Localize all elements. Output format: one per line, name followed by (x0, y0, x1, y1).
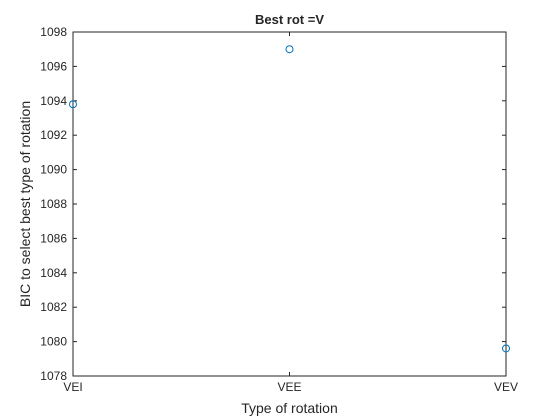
y-axis: 1078 1080 1082 1084 1086 1088 1090 1092 1094 1096… (40, 25, 506, 383)
data-point-vev (502, 344, 510, 353)
y-tick-label: 1094 (40, 94, 67, 108)
y-tick-label: 1078 (40, 369, 67, 383)
y-tick-label: 1088 (40, 197, 67, 211)
y-tick-label: 1084 (40, 266, 67, 280)
y-tick-label: 1090 (40, 163, 67, 177)
data-point-vee (285, 45, 294, 54)
data-point-vei (69, 100, 77, 109)
y-tick-label: 1092 (40, 128, 67, 142)
y-axis-label: BIC to select best type of rotation (17, 101, 33, 307)
y-tick-label: 1082 (40, 300, 67, 314)
y-tick-label: 1096 (40, 59, 67, 73)
plot-area (72, 31, 507, 377)
y-tick-label: 1080 (40, 335, 67, 349)
y-tick-label: 1098 (40, 25, 67, 39)
y-tick-label: 1086 (40, 231, 67, 245)
x-tick-label: VEI (63, 380, 82, 394)
data-series (69, 45, 510, 353)
x-axis-label: Type of rotation (241, 400, 338, 416)
chart-title: Best rot =V (255, 12, 324, 27)
x-tick-label: VEV (494, 380, 518, 394)
x-axis: VEI VEE VEV (63, 32, 518, 394)
x-tick-label: VEE (277, 380, 301, 394)
